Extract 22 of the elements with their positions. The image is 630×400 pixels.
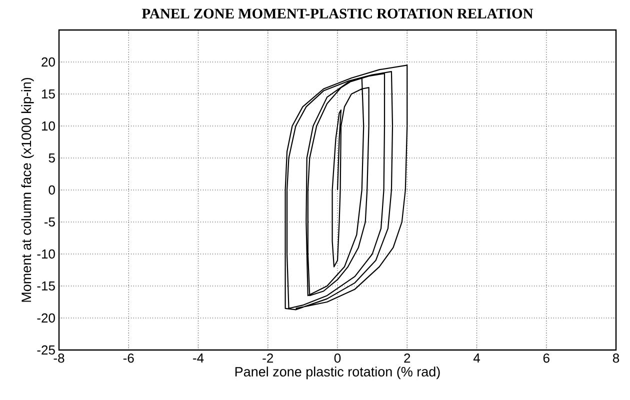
y-tick-label: 10 bbox=[42, 121, 55, 131]
y-tick-label: -5 bbox=[44, 217, 55, 227]
x-tick-label: 6 bbox=[543, 354, 550, 363]
y-tick-label: -15 bbox=[37, 281, 55, 291]
x-tick-label: -8 bbox=[54, 354, 64, 363]
x-tick-label: 4 bbox=[473, 354, 480, 362]
y-tick-label: 15 bbox=[42, 89, 55, 99]
y-tick-label: 5 bbox=[48, 153, 55, 163]
y-tick-label: 20 bbox=[42, 57, 55, 67]
x-tick-label: -2 bbox=[262, 354, 273, 363]
x-tick-label: -4 bbox=[193, 354, 204, 362]
y-tick-label: -10 bbox=[37, 249, 55, 259]
y-tick-label: -20 bbox=[37, 313, 55, 323]
chart-title: PANEL ZONE MOMENT-PLASTIC ROTATION RELATION bbox=[142, 8, 534, 18]
x-tick-label: 8 bbox=[612, 354, 620, 363]
y-tick-label: 0 bbox=[48, 185, 55, 195]
x-tick-label: 0 bbox=[334, 354, 341, 363]
y-axis-title: Moment at column face (x1000 kip-in) bbox=[21, 78, 34, 302]
x-tick-label: 2 bbox=[404, 354, 410, 363]
y-tick-label: -25 bbox=[37, 345, 55, 355]
x-axis-title: Panel zone plastic rotation (% rad) bbox=[235, 366, 440, 380]
x-tick-label: -6 bbox=[123, 354, 134, 363]
